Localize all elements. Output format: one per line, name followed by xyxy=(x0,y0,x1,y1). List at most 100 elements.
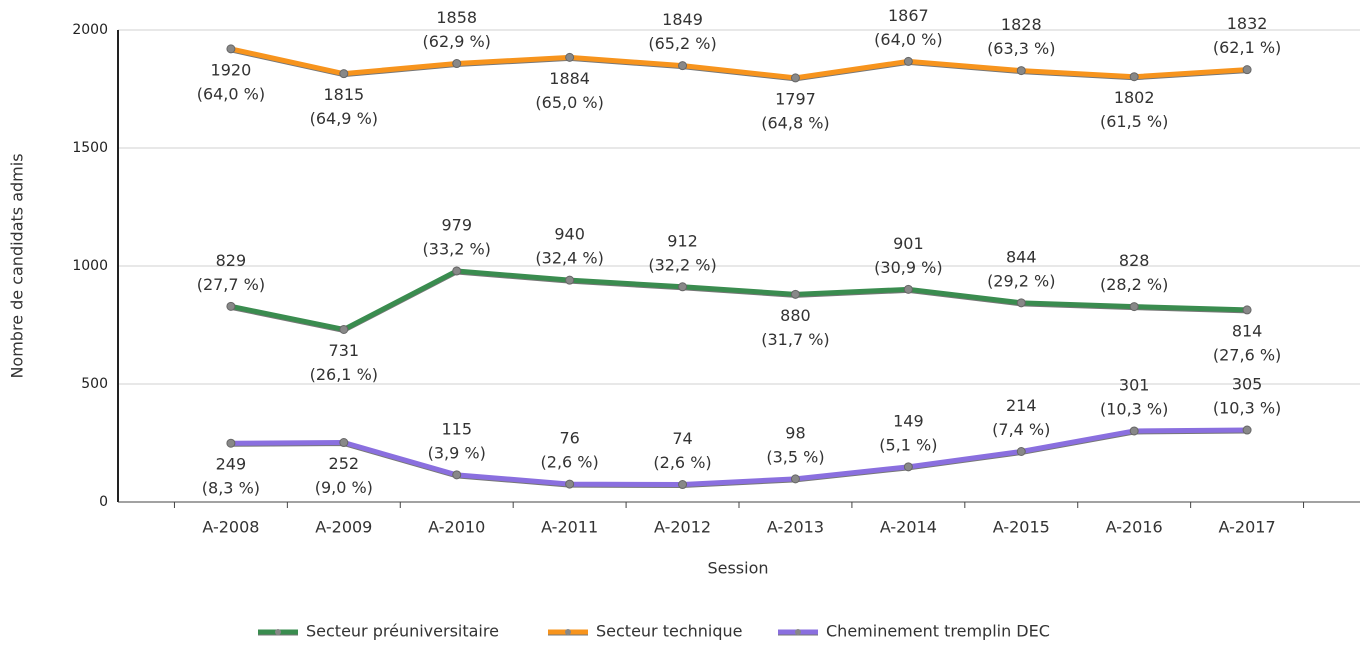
point xyxy=(226,438,236,448)
data-label-share: (5,1 %) xyxy=(879,435,937,454)
data-label: 252 xyxy=(329,454,360,473)
data-label: 1802 xyxy=(1114,88,1155,107)
line xyxy=(230,427,1248,488)
point xyxy=(226,44,236,54)
point xyxy=(339,324,349,334)
data-label: 828 xyxy=(1119,251,1150,270)
legend-point xyxy=(275,629,281,635)
line-shadow xyxy=(230,431,1248,489)
point xyxy=(903,56,913,66)
point xyxy=(1242,65,1252,75)
data-label-share: (9,0 %) xyxy=(315,478,373,497)
data-label: 829 xyxy=(216,251,247,270)
point xyxy=(790,474,800,484)
data-label-share: (32,2 %) xyxy=(648,255,716,274)
line xyxy=(230,268,1248,332)
x-tick-label: A-2012 xyxy=(654,518,711,537)
data-label-share: (10,3 %) xyxy=(1213,399,1281,418)
data-label-share: (63,3 %) xyxy=(987,39,1055,58)
data-label: 305 xyxy=(1232,375,1263,394)
data-label-share: (65,2 %) xyxy=(648,34,716,53)
data-label: 814 xyxy=(1232,321,1263,340)
point xyxy=(452,470,462,480)
data-label-share: (8,3 %) xyxy=(202,479,260,498)
data-label-share: (27,7 %) xyxy=(197,275,265,294)
point xyxy=(1242,425,1252,435)
data-label-share: (3,9 %) xyxy=(428,443,486,462)
data-label-share: (64,9 %) xyxy=(310,109,378,128)
x-tick-label: A-2015 xyxy=(993,518,1050,537)
data-label-share: (65,0 %) xyxy=(535,93,603,112)
legend-label: Secteur préuniversitaire xyxy=(306,622,499,641)
x-tick-label: A-2008 xyxy=(202,518,259,537)
point xyxy=(565,479,575,489)
x-tick-label: A-2011 xyxy=(541,518,598,537)
data-label: 731 xyxy=(329,341,360,360)
data-label: 880 xyxy=(780,306,811,325)
line xyxy=(230,46,1248,81)
data-label-share: (29,2 %) xyxy=(987,271,1055,290)
data-label: 214 xyxy=(1006,396,1037,415)
data-label-share: (31,7 %) xyxy=(761,330,829,349)
y-tick-label: 1500 xyxy=(72,140,108,156)
data-label: 76 xyxy=(559,429,579,448)
data-label-share: (2,6 %) xyxy=(653,453,711,472)
data-label: 912 xyxy=(667,231,698,250)
data-label: 249 xyxy=(216,455,247,474)
data-label-share: (32,4 %) xyxy=(535,249,603,268)
data-label-share: (7,4 %) xyxy=(992,420,1050,439)
y-tick-label: 0 xyxy=(99,494,108,510)
x-tick-label: A-2017 xyxy=(1219,518,1276,537)
data-label: 1849 xyxy=(662,10,703,29)
x-tick-label: A-2014 xyxy=(880,518,937,537)
y-axis-title: Nombre de candidats admis xyxy=(8,153,27,378)
data-label-share: (62,1 %) xyxy=(1213,38,1281,57)
x-axis-title: Session xyxy=(707,559,768,578)
data-label: 1884 xyxy=(549,69,590,88)
data-label-share: (62,9 %) xyxy=(423,32,491,51)
data-label: 98 xyxy=(785,423,805,442)
legend-point xyxy=(795,629,801,635)
data-label: 1832 xyxy=(1227,14,1268,33)
point xyxy=(1016,446,1026,456)
point xyxy=(1129,426,1139,436)
point xyxy=(452,59,462,69)
data-label-share: (27,6 %) xyxy=(1213,345,1281,364)
data-label-share: (30,9 %) xyxy=(874,258,942,277)
point xyxy=(339,438,349,448)
point xyxy=(678,61,688,71)
data-label: 1867 xyxy=(888,6,929,25)
point xyxy=(339,69,349,79)
data-label: 74 xyxy=(672,429,692,448)
data-label: 1815 xyxy=(323,85,364,104)
x-tick-label: A-2010 xyxy=(428,518,485,537)
legend-label: Secteur technique xyxy=(596,622,743,641)
point xyxy=(678,282,688,292)
point xyxy=(1129,302,1139,312)
point xyxy=(565,275,575,285)
point xyxy=(1016,66,1026,76)
point xyxy=(565,52,575,62)
point xyxy=(1129,72,1139,82)
legend-label: Cheminement tremplin DEC xyxy=(826,622,1050,641)
point xyxy=(1242,305,1252,315)
data-label: 301 xyxy=(1119,375,1150,394)
data-label-share: (3,5 %) xyxy=(766,447,824,466)
data-label: 901 xyxy=(893,234,924,253)
data-label-share: (64,0 %) xyxy=(197,84,265,103)
data-label: 1828 xyxy=(1001,15,1042,34)
y-tick-label: 1000 xyxy=(72,258,108,274)
data-label: 1920 xyxy=(211,60,252,79)
line-shadow xyxy=(230,272,1248,334)
data-label-share: (33,2 %) xyxy=(423,239,491,258)
data-label: 1797 xyxy=(775,89,816,108)
data-label-share: (26,1 %) xyxy=(310,365,378,384)
point xyxy=(678,480,688,490)
point xyxy=(1016,298,1026,308)
data-label: 844 xyxy=(1006,247,1037,266)
legend-point xyxy=(565,629,571,635)
y-tick-label: 500 xyxy=(81,376,108,392)
data-label: 115 xyxy=(441,419,472,438)
data-label: 1858 xyxy=(436,8,477,27)
point xyxy=(790,73,800,83)
